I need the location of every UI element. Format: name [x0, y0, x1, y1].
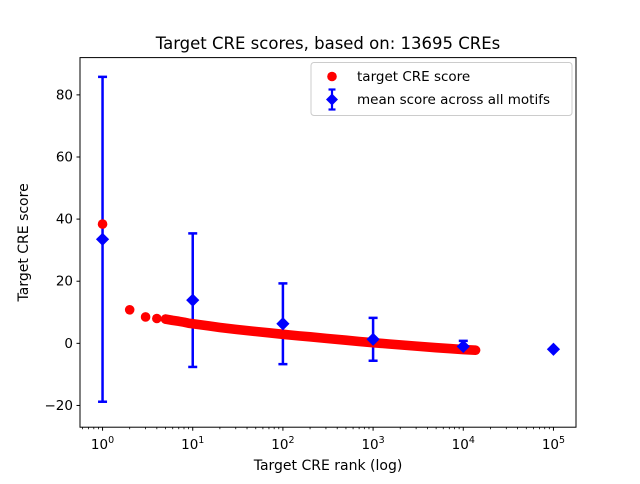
legend-label-target-score: target CRE score [357, 69, 470, 85]
axis-ticks: −20 0 20 40 60 80 100 101 102 103 104 105 [45, 87, 566, 453]
y-axis-label: Target CRE score [16, 183, 32, 302]
chart-title: Target CRE scores, based on: 13695 CREs [155, 34, 501, 53]
red-point [160, 314, 171, 324]
red-point-band [160, 314, 481, 355]
blue-diamond-point [276, 317, 290, 331]
legend-red-circle-icon [327, 71, 337, 82]
y-tick-label: 20 [56, 274, 73, 290]
red-point [152, 313, 162, 324]
blue-diamond-point [366, 332, 380, 346]
red-point [97, 219, 108, 229]
legend: target CRE score mean score across all m… [310, 62, 573, 116]
y-tick-label: −20 [45, 398, 74, 414]
mean-score-diamonds [95, 232, 561, 356]
legend-label-mean-score: mean score across all motifs [357, 92, 550, 108]
mean-score-errorbars [98, 75, 468, 403]
red-point [124, 304, 135, 315]
blue-diamond-point [456, 339, 470, 354]
x-tick-label: 101 [181, 435, 204, 453]
blue-diamond-point [546, 342, 561, 356]
y-tick-label: 40 [56, 212, 73, 228]
blue-diamond-point [186, 293, 200, 307]
x-tick-label: 100 [91, 435, 114, 453]
y-tick-label: 60 [56, 149, 73, 165]
red-point [140, 312, 151, 322]
legend-box [310, 62, 573, 116]
y-tick-label: 80 [56, 87, 73, 103]
x-axis-label: Target CRE rank (log) [253, 458, 403, 474]
plot-border [79, 57, 577, 428]
legend-blue-diamond-errorbar-icon [326, 88, 338, 111]
x-tick-label: 104 [452, 435, 475, 453]
blue-diamond-point [95, 232, 110, 246]
x-tick-label: 103 [361, 435, 384, 453]
data-series [95, 75, 561, 403]
x-tick-label: 102 [271, 435, 294, 453]
target-cre-score-series [97, 219, 481, 355]
y-tick-label: 0 [64, 336, 73, 352]
x-tick-label: 105 [542, 435, 565, 453]
